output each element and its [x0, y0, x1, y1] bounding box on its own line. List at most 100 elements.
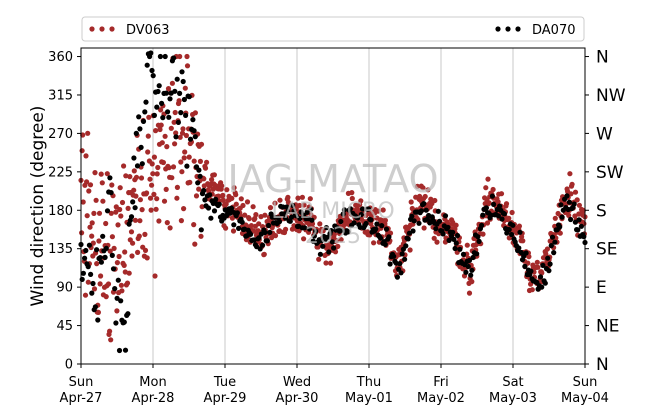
- x-tick-day: Mon: [139, 375, 166, 390]
- data-point: [166, 165, 172, 171]
- data-point: [187, 136, 194, 142]
- data-point: [211, 208, 218, 214]
- data-point: [136, 233, 142, 239]
- data-point: [213, 196, 219, 202]
- data-point: [144, 62, 150, 68]
- data-point: [576, 202, 583, 208]
- data-point: [428, 196, 434, 202]
- data-point: [465, 263, 471, 270]
- data-point: [86, 188, 92, 194]
- data-point: [407, 247, 413, 253]
- data-point: [379, 223, 385, 229]
- data-point: [124, 280, 131, 286]
- data-point: [540, 262, 546, 268]
- data-point: [109, 252, 115, 258]
- x-tick-date: Apr-30: [276, 391, 319, 406]
- x-tick-day: Sat: [502, 375, 523, 390]
- data-point: [549, 234, 556, 240]
- data-point: [133, 174, 140, 180]
- data-point: [177, 53, 183, 60]
- data-point: [445, 224, 451, 230]
- data-point: [409, 213, 415, 219]
- watermark-line-2: LAB MICRO: [271, 199, 394, 224]
- data-point: [176, 98, 182, 104]
- data-point: [468, 272, 474, 278]
- data-point: [207, 192, 213, 198]
- data-point: [516, 245, 522, 251]
- data-point: [163, 90, 169, 96]
- data-point: [85, 279, 91, 285]
- compass-label: N: [596, 355, 609, 375]
- data-point: [463, 269, 469, 275]
- data-point: [216, 201, 222, 207]
- data-point: [516, 223, 523, 229]
- data-point: [339, 227, 345, 233]
- data-point: [198, 227, 204, 233]
- data-point: [575, 227, 581, 233]
- data-point: [192, 134, 198, 140]
- watermark-line-3: 2025: [305, 224, 361, 249]
- legend-dot: [89, 26, 95, 32]
- data-point: [79, 230, 85, 236]
- data-point: [454, 232, 461, 239]
- data-point: [434, 239, 440, 245]
- data-point: [223, 201, 229, 207]
- data-point: [104, 171, 110, 177]
- data-point: [469, 279, 475, 285]
- y-tick-label: 45: [56, 319, 73, 334]
- data-point: [382, 241, 388, 247]
- data-point: [102, 254, 108, 260]
- data-point: [581, 234, 587, 240]
- data-point: [452, 245, 458, 252]
- data-point: [394, 274, 400, 280]
- data-point: [122, 269, 128, 275]
- data-point: [97, 281, 103, 287]
- data-point: [183, 132, 189, 139]
- data-point: [256, 235, 262, 241]
- data-point: [201, 176, 207, 182]
- data-point: [86, 242, 92, 248]
- data-point: [442, 213, 449, 219]
- data-point: [304, 209, 310, 215]
- compass-label: NW: [596, 86, 626, 106]
- data-point: [134, 163, 141, 169]
- data-point: [131, 187, 137, 193]
- data-point: [405, 236, 411, 242]
- data-point: [308, 206, 314, 212]
- data-point: [139, 207, 145, 213]
- series-da070-points: [78, 50, 588, 354]
- data-point: [98, 273, 104, 279]
- data-point: [149, 67, 155, 74]
- data-point: [165, 86, 172, 92]
- data-point: [138, 144, 144, 150]
- data-point: [202, 165, 209, 171]
- data-point: [117, 206, 123, 213]
- data-point: [193, 193, 200, 199]
- data-point: [208, 215, 214, 221]
- data-point: [522, 263, 528, 269]
- data-point: [323, 260, 329, 266]
- data-point: [284, 204, 290, 210]
- data-point: [191, 128, 197, 134]
- data-point: [131, 168, 137, 174]
- data-point: [572, 213, 578, 219]
- data-point: [121, 163, 127, 169]
- data-point: [466, 290, 473, 296]
- data-point: [117, 185, 123, 191]
- data-point: [547, 261, 553, 267]
- data-point: [469, 267, 475, 273]
- legend-label-da070: DA070: [532, 23, 576, 38]
- data-point: [545, 255, 551, 261]
- data-point: [196, 186, 202, 192]
- data-point: [114, 308, 120, 314]
- data-point: [177, 90, 183, 96]
- data-point: [529, 287, 535, 293]
- data-point: [453, 240, 459, 246]
- data-point: [172, 141, 178, 147]
- legend-dot: [505, 26, 511, 32]
- compass-label: W: [596, 124, 613, 144]
- data-point: [133, 193, 139, 199]
- data-point: [242, 212, 248, 218]
- x-tick-day: Tue: [213, 375, 236, 390]
- data-point: [534, 259, 540, 265]
